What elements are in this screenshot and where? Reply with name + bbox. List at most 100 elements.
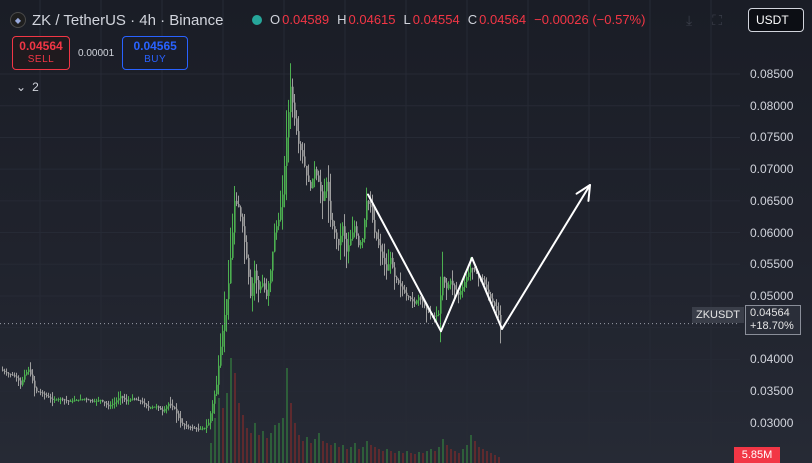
candle-body [426,306,428,310]
volume-bar [322,441,324,463]
candle-body [468,272,470,277]
candle-body [40,391,42,393]
volume-bar [262,431,264,463]
candle-body [28,369,30,373]
pattern-line [471,256,503,330]
candle-body [314,169,316,179]
candle-body [472,268,474,270]
candle-body [4,370,6,373]
candle-body [458,292,460,295]
candle-body [272,251,274,271]
indicators-toggle[interactable]: ⌄ 2 [16,80,39,94]
candle-body [384,257,386,265]
candle-body [270,270,272,284]
candle-body [88,399,90,401]
fullscreen-icon[interactable]: ⛶ [712,12,723,28]
volume-bar [234,373,236,463]
volume-bar [210,443,212,463]
candle-body [154,406,156,408]
candle-body [278,219,280,227]
candle-body [196,428,198,430]
candle-body [350,238,352,246]
candle-body [500,315,502,324]
candle-body [268,283,270,296]
candle-body [58,399,60,401]
candle-body [300,143,302,151]
candle-body [338,238,340,246]
candle-body [32,374,34,381]
candle-body [374,219,376,233]
candle-body [372,207,374,220]
market-open-dot-icon [252,14,262,25]
symbol-bar[interactable]: ◆ ZK / TetherUS · 4h · Binance [10,9,223,31]
candle-body [230,257,232,284]
volume-bar [298,435,300,463]
candle-body [252,283,254,296]
candle-body [180,418,182,423]
candle-body [22,379,24,385]
download-icon[interactable]: ⤓ [686,12,693,28]
candle-body [242,216,244,227]
arrow-head-icon [575,184,591,202]
volume-bar [498,457,500,463]
sell-button[interactable]: 0.04564 SELL [12,36,70,70]
candle-body [366,200,368,220]
candle-body [492,298,494,303]
volume-bar [390,451,392,463]
volume-bar [270,433,272,463]
low-value: 0.04554 [412,12,460,27]
symbol-title[interactable]: ZK / TetherUS · 4h · Binance [32,11,224,29]
candle-body [356,226,358,236]
candle-body [332,219,334,227]
candle-body [448,284,450,289]
candle-body [254,270,256,284]
volume-bar [290,403,292,463]
candle-body [456,289,458,293]
volume-bar [302,441,304,463]
volume-bar [318,433,320,463]
candle-body [316,169,318,176]
buy-price: 0.04565 [133,39,177,53]
candle-body [124,397,126,400]
candle-body [122,396,124,398]
volume-bar [258,435,260,463]
volume-bar [362,447,364,463]
candle-body [494,302,496,307]
price-axis-tick: 0.07500 [750,130,794,145]
candle-body [376,232,378,239]
candle-body [220,346,222,366]
candle-body [354,226,356,233]
spread-value: 0.00001 [78,47,115,59]
candle-body [20,380,22,385]
candle-body [142,401,144,403]
buy-button[interactable]: 0.04565 BUY [122,36,189,70]
candle-body [292,86,294,103]
candle-body [352,232,354,239]
pattern-line [501,184,591,330]
volume-bar [382,451,384,463]
candle-body [362,238,364,243]
low-key: L [403,12,411,27]
volume-bar [474,441,476,463]
volume-bar [326,443,328,463]
candle-body [398,280,400,284]
volume-bar [294,423,296,463]
volume-bar [230,358,232,463]
candle-body [150,407,152,409]
candle-body [344,226,346,239]
candle-body [50,397,52,399]
volume-bar [386,449,388,463]
currency-select[interactable]: USDT [748,8,804,32]
price-axis-tick: 0.04000 [750,352,794,367]
ohlc-legend: O 0.04589 H 0.04615 L 0.04554 C 0.04564 … [252,12,651,27]
chevron-down-icon: ⌄ [16,80,27,94]
volume-bar [334,443,336,463]
candle-body [70,400,72,402]
candle-body [368,200,370,205]
candle-body [72,400,74,402]
candle-body [42,392,44,394]
candle-body [298,131,300,144]
candle-body [140,400,142,402]
